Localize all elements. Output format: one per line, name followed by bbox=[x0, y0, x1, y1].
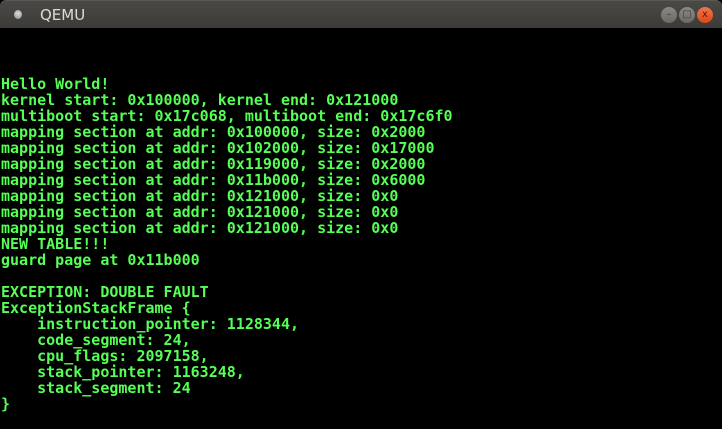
console-line: ExceptionStackFrame { bbox=[1, 299, 191, 317]
console-line: mapping section at addr: 0x102000, size:… bbox=[1, 139, 435, 157]
console-line: Hello World! bbox=[1, 75, 110, 93]
console-line: mapping section at addr: 0x119000, size:… bbox=[1, 155, 426, 173]
maximize-button[interactable]: □ bbox=[679, 7, 695, 23]
console-line: mapping section at addr: 0x11b000, size:… bbox=[1, 171, 426, 189]
console-line: EXCEPTION: DOUBLE FAULT bbox=[1, 283, 209, 301]
console-line: cpu_flags: 2097158, bbox=[1, 347, 209, 365]
console-line: multiboot start: 0x17c068, multiboot end… bbox=[1, 107, 453, 125]
window-title: QEMU bbox=[40, 6, 86, 24]
window-titlebar[interactable]: QEMU – □ x bbox=[0, 0, 722, 28]
console-line: guard page at 0x11b000 bbox=[1, 251, 200, 269]
console-line: stack_pointer: 1163248, bbox=[1, 363, 245, 381]
console-line: mapping section at addr: 0x100000, size:… bbox=[1, 123, 426, 141]
console-line: } bbox=[1, 395, 11, 413]
console-line: mapping section at addr: 0x121000, size:… bbox=[1, 219, 399, 237]
console-line: mapping section at addr: 0x121000, size:… bbox=[1, 187, 399, 205]
qemu-app-icon bbox=[14, 10, 22, 19]
console-line: kernel start: 0x100000, kernel end: 0x12… bbox=[1, 91, 399, 109]
minimize-button[interactable]: – bbox=[661, 7, 677, 23]
console-line: instruction_pointer: 1128344, bbox=[1, 315, 300, 333]
console-line: NEW TABLE!!! bbox=[1, 235, 110, 253]
console-line: code_segment: 24, bbox=[1, 331, 191, 349]
close-button[interactable]: x bbox=[697, 7, 713, 23]
vga-console-screen[interactable]: Hello World! kernel start: 0x100000, kern… bbox=[0, 28, 722, 429]
console-line: mapping section at addr: 0x121000, size:… bbox=[1, 203, 399, 221]
console-line: stack_segment: 24 bbox=[1, 379, 191, 397]
